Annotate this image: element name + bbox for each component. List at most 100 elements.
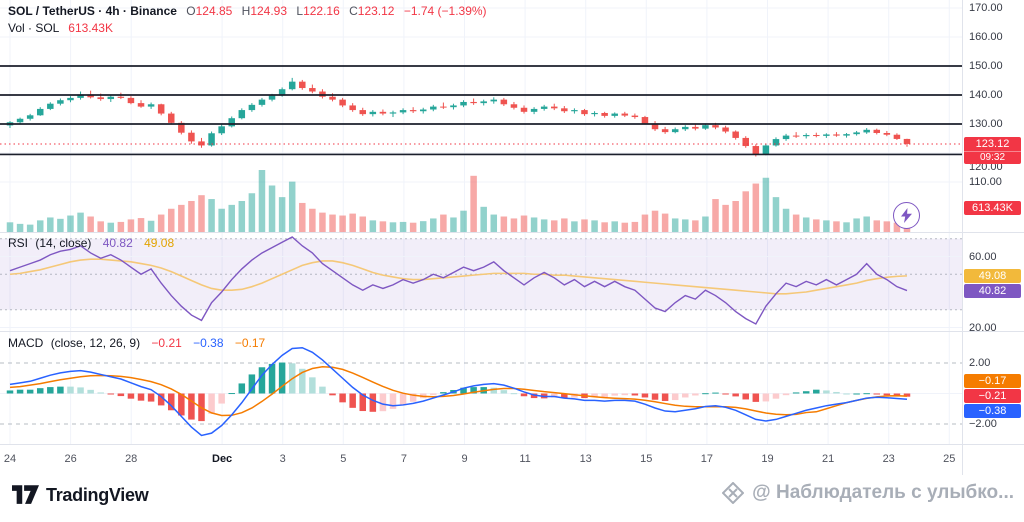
macd-histogram-bar: [550, 393, 558, 398]
macd-histogram-bar: [470, 387, 477, 394]
volume-bar: [692, 220, 699, 232]
rsi-badge: 40.82: [964, 283, 1021, 298]
volume-bar: [389, 222, 397, 232]
candle-body: [26, 115, 34, 119]
macd-histogram-bar: [571, 393, 578, 398]
macd-histogram-bar: [500, 390, 508, 394]
tradingview-logo[interactable]: TradingView: [12, 485, 149, 506]
rsi-value: 40.82: [102, 236, 133, 250]
candle-body: [117, 96, 125, 98]
volume-bar: [77, 212, 84, 232]
candle-body: [369, 111, 377, 115]
price-axis-label: 140.00: [969, 89, 1003, 101]
macd-histogram-bar: [137, 393, 145, 401]
macd-title[interactable]: MACD: [8, 336, 44, 350]
volume-bar: [571, 221, 578, 232]
macd-histogram-bar: [712, 392, 719, 394]
macd-histogram-bar: [762, 393, 770, 402]
volume-bar: [440, 214, 447, 232]
volume-bar: [671, 218, 679, 232]
time-axis-label: 11: [519, 453, 531, 465]
macd-histogram-bar: [702, 393, 709, 395]
candle-body: [87, 94, 94, 98]
macd-signal-value: −0.17: [234, 336, 266, 350]
volume-bar: [561, 218, 568, 232]
low-value: 122.16: [303, 4, 340, 18]
candle-body: [57, 100, 64, 104]
low-label: L: [296, 4, 304, 18]
volume-bar: [490, 214, 498, 232]
candle-body: [903, 138, 911, 144]
macd-histogram-bar: [359, 393, 367, 412]
candle-body: [621, 113, 629, 116]
candle-body: [490, 99, 498, 102]
volume-bar: [409, 222, 417, 232]
volume-bar: [863, 216, 870, 232]
macd-histogram-bar: [460, 387, 467, 394]
volume-bar: [823, 220, 830, 232]
candle-body: [762, 145, 770, 155]
chart-canvas[interactable]: [0, 0, 1024, 445]
candle-body: [631, 115, 639, 118]
lightning-button[interactable]: [893, 202, 920, 229]
candle-body: [500, 99, 508, 105]
candle-body: [198, 141, 205, 146]
macd-histogram-bar: [409, 393, 417, 402]
macd-histogram-bar: [87, 389, 94, 394]
candle-body: [641, 117, 649, 124]
volume-bar: [309, 208, 316, 232]
watermark-icon: [722, 482, 745, 504]
rsi-title[interactable]: RSI: [8, 236, 29, 250]
volume-bar: [419, 221, 427, 232]
macd-histogram-bar: [510, 393, 518, 395]
macd-axis-label: 2.00: [969, 357, 991, 369]
time-axis[interactable]: 24 26 28 Dec 3 5 7 9 11 13 15 17 19 21 23 25: [0, 445, 962, 475]
price-axis-label: 150.00: [969, 60, 1003, 72]
candle-body: [883, 132, 891, 135]
brand-text: TradingView: [46, 485, 149, 505]
volume-bar: [349, 213, 356, 232]
time-axis-label: 7: [400, 453, 407, 465]
candle-body: [238, 110, 246, 119]
candle-body: [278, 89, 286, 96]
close-label: C: [349, 4, 358, 18]
macd-axis-label: −2.00: [969, 418, 997, 430]
macd-histogram-bar: [873, 393, 881, 395]
macd-histogram-bar: [107, 393, 115, 395]
candle-body: [157, 104, 165, 114]
volume-bar: [611, 221, 618, 232]
volume-bar: [117, 221, 125, 232]
volume-bar: [16, 223, 24, 232]
macd-histogram-bar: [77, 387, 84, 394]
volume-bar: [752, 183, 760, 232]
volume-bar: [450, 217, 457, 232]
candle-body: [813, 135, 820, 137]
macd-histogram-bar: [248, 374, 256, 394]
candle-body: [571, 110, 578, 112]
candle-body: [722, 127, 729, 132]
volume-bar: [833, 221, 840, 232]
macd-histogram-bar: [188, 393, 195, 420]
macd-histogram-bar: [319, 386, 326, 394]
rsi-ma-value: 49.08: [144, 236, 175, 250]
candle-body: [440, 106, 447, 108]
volume-bar: [682, 219, 689, 232]
volume-bar: [339, 215, 346, 232]
rsi-line: [9, 236, 908, 325]
macd-histogram-bar: [349, 393, 356, 408]
candle-body: [863, 129, 870, 133]
candle-body: [460, 101, 467, 106]
volume-label[interactable]: Vol · SOL: [8, 21, 59, 35]
volume-bar: [319, 212, 326, 232]
candle-body: [409, 110, 417, 112]
symbol-title[interactable]: SOL / TetherUS · 4h · Binance: [8, 4, 177, 18]
volume-bar: [26, 224, 34, 232]
candle-body: [339, 99, 346, 106]
volume-bar: [722, 204, 729, 232]
candle-body: [268, 95, 276, 100]
candle-body: [772, 139, 780, 146]
volume-bar: [661, 213, 669, 232]
volume-bar: [883, 221, 891, 232]
macd-histogram-bar: [238, 383, 246, 394]
volume-value: 613.43K: [68, 21, 113, 35]
